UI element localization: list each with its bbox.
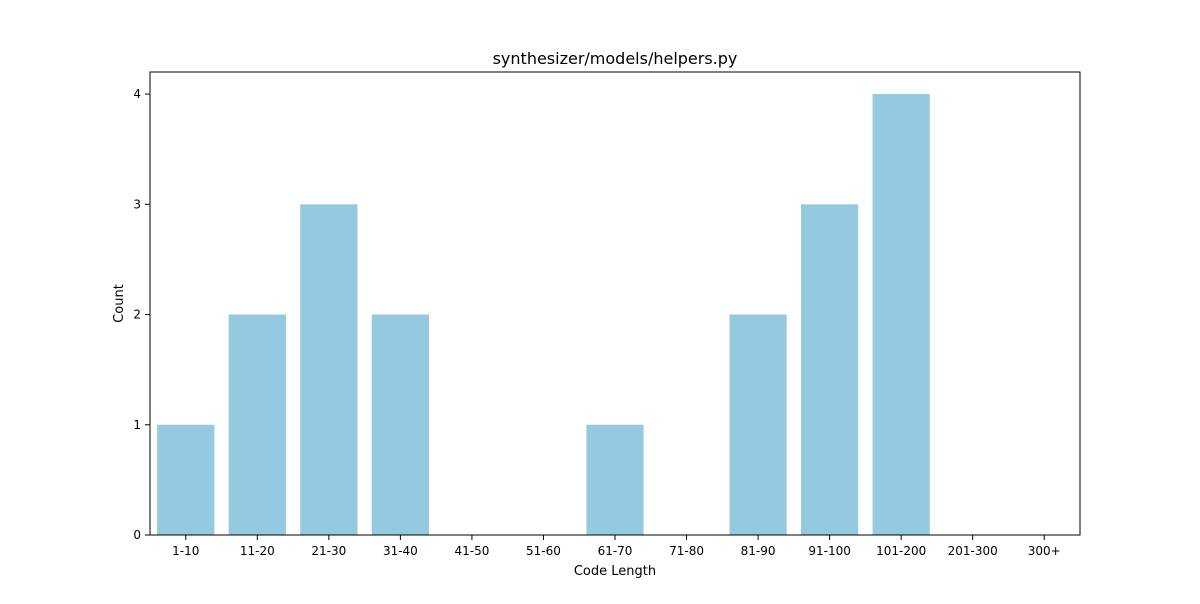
bar-11-20 [228, 314, 286, 535]
x-tick-label: 11-20 [240, 544, 275, 558]
x-tick-label: 81-90 [741, 544, 776, 558]
x-axis: 1-10 11-20 21-30 31-40 41-50 51-60 61-70 71-80 8… [172, 535, 1061, 558]
x-tick-label: 61-70 [598, 544, 633, 558]
plot-frame [149, 71, 1081, 536]
y-tick-label: 4 [133, 87, 141, 101]
bar-31-40 [371, 314, 429, 535]
bar-101-200 [872, 94, 930, 536]
x-tick-label: 201-300 [948, 544, 998, 558]
bar-1-10 [157, 424, 215, 535]
x-tick-label: 21-30 [311, 544, 346, 558]
y-tick-label: 0 [133, 528, 141, 542]
x-tick-label: 41-50 [454, 544, 489, 558]
x-tick-label: 101-200 [876, 544, 926, 558]
bar-81-90 [729, 314, 787, 535]
x-tick-label: 71-80 [669, 544, 704, 558]
y-axis: 0 1 2 3 4 [133, 87, 150, 542]
x-tick-label: 91-100 [808, 544, 851, 558]
x-tick-label: 300+ [1028, 544, 1061, 558]
y-tick-label: 2 [133, 308, 141, 322]
x-tick-label: 1-10 [172, 544, 199, 558]
bars-layer [157, 94, 930, 536]
x-tick-label: 31-40 [383, 544, 418, 558]
y-axis-label: Count [112, 284, 127, 323]
x-tick-label: 51-60 [526, 544, 561, 558]
y-tick-label: 1 [133, 418, 141, 432]
y-tick-label: 3 [133, 197, 141, 211]
bar-21-30 [300, 204, 358, 536]
bar-61-70 [586, 424, 644, 535]
bar-91-100 [801, 204, 859, 536]
x-axis-label: Code Length [574, 564, 656, 579]
chart-title: synthesizer/models/helpers.py [493, 49, 738, 68]
